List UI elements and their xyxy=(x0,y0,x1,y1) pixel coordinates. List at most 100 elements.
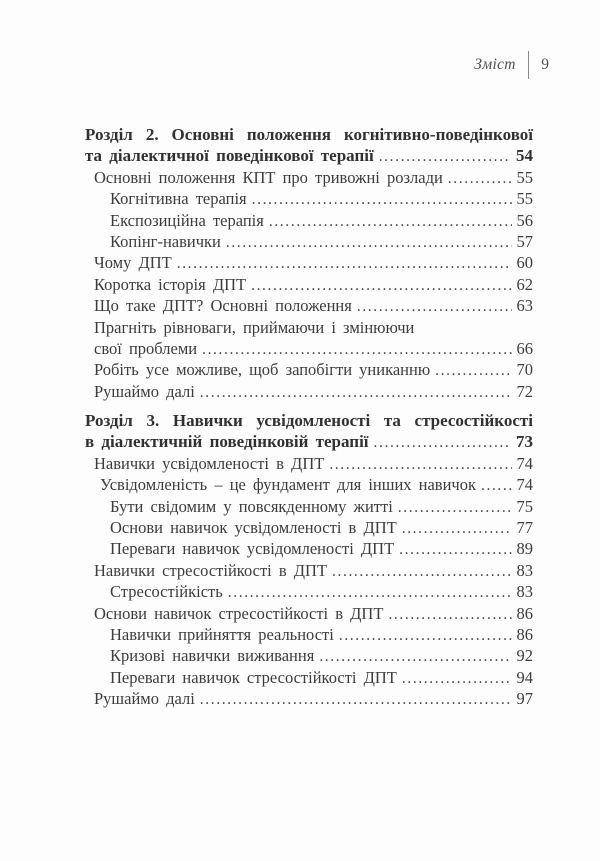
entry-page: 97 xyxy=(516,689,534,709)
entry-page: 60 xyxy=(516,253,534,273)
entry-page: 74 xyxy=(516,453,534,473)
entry-page: 62 xyxy=(516,274,534,294)
toc-entry: Що таке ДПТ? Основні положення .........… xyxy=(85,295,533,316)
entry-text: Рушаймо далі xyxy=(94,381,195,401)
dot-leader: ........................................… xyxy=(176,255,512,273)
chapter-heading-line: Розділ 3. Навички усвідомленості та стре… xyxy=(85,411,533,431)
entry-text: Переваги навичок стресостійкості ДПТ xyxy=(110,667,397,687)
entry-text: Навички прийняття реальності xyxy=(110,624,334,644)
dot-leader: ........................................… xyxy=(356,298,512,316)
entry-text: та діалектичної поведінкової терапії xyxy=(85,146,374,166)
entry-text: Основні положення КПТ про тривожні розла… xyxy=(94,167,443,187)
entry-text: Робіть усе можливе, щоб запобігти уникан… xyxy=(94,360,431,380)
entry-text: Основи навичок усвідомленості в ДПТ xyxy=(110,518,397,538)
dot-leader: ........................................… xyxy=(435,362,512,380)
toc-entry: Навички прийняття реальності ...........… xyxy=(85,624,533,645)
chapter-heading-line: Розділ 2. Основні положення когнітивно-п… xyxy=(85,125,533,144)
entry-text: Копінг-навички xyxy=(110,231,221,251)
dot-leader: ........................................… xyxy=(319,648,512,666)
entry-page: 63 xyxy=(516,296,534,316)
entry-text: Переваги навичок усвідомленості ДПТ xyxy=(110,539,395,559)
toc-entry: Копінг-навички .........................… xyxy=(85,231,533,252)
entry-page: 55 xyxy=(516,167,534,187)
entry-page: 89 xyxy=(516,539,534,559)
entry-page: 77 xyxy=(516,518,534,538)
entry-page: 55 xyxy=(516,189,534,209)
dot-leader: ........................................… xyxy=(225,233,512,251)
entry-text: Чому ДПТ xyxy=(94,253,172,273)
table-of-contents: Розділ 2. Основні положення когнітивно-п… xyxy=(85,124,533,710)
toc-entry: Кризові навички виживання ..............… xyxy=(85,645,533,666)
entry-text: Рушаймо далі xyxy=(94,689,195,709)
toc-entry: Коротка історія ДПТ ....................… xyxy=(85,274,533,295)
entry-text: Експозиційна терапія xyxy=(110,210,264,230)
dot-leader: ........................................… xyxy=(481,477,512,495)
entry-page: 74 xyxy=(516,475,534,495)
entry-page: 92 xyxy=(516,646,534,666)
toc-entry: Стресостійкість ........................… xyxy=(85,581,533,602)
entry-text: Основи навичок стресостійкості в ДПТ xyxy=(94,603,384,623)
dot-leader: ........................................… xyxy=(332,562,511,580)
toc-entry: Рушаймо далі ...........................… xyxy=(85,381,533,402)
toc-entry: Основні положення КПТ про тривожні розла… xyxy=(85,167,533,188)
entry-text: в діалектичній поведінковій терапії xyxy=(85,432,369,452)
dot-leader: ........................................… xyxy=(199,383,512,401)
page-number: 9 xyxy=(541,56,549,73)
toc-entry: Навички усвідомленості в ДПТ ...........… xyxy=(85,453,533,474)
entry-page: 70 xyxy=(516,360,534,380)
entry-page: 75 xyxy=(516,496,534,516)
entry-text: Що таке ДПТ? Основні положення xyxy=(94,296,352,316)
entry-page: 66 xyxy=(516,338,534,358)
entry-page: 83 xyxy=(516,560,534,580)
entry-page: 73 xyxy=(516,432,533,452)
toc-entry: Основи навичок стресостійкості в ДПТ ...… xyxy=(85,603,533,624)
toc-entry: Основи навичок усвідомленості в ДПТ ....… xyxy=(85,517,533,538)
dot-leader: ........................................… xyxy=(401,669,512,687)
toc-entry: Чому ДПТ ...............................… xyxy=(85,252,533,273)
toc-entry: Усвідомленість – це фундамент для інших … xyxy=(85,474,533,495)
toc-entry: Переваги навичок стресостійкості ДПТ ...… xyxy=(85,667,533,688)
chapter-heading-line: в діалектичній поведінковій терапії ....… xyxy=(85,431,533,452)
dot-leader: ........................................… xyxy=(227,584,512,602)
dot-leader: ........................................… xyxy=(202,340,511,358)
dot-leader: ........................................… xyxy=(401,520,512,538)
dot-leader: ........................................… xyxy=(268,212,512,230)
toc-entry: Когнітивна терапія .....................… xyxy=(85,188,533,209)
toc-entry: Переваги навичок усвідомленості ДПТ ....… xyxy=(85,538,533,559)
dot-leader: ........................................… xyxy=(329,455,511,473)
toc-entry: Рушаймо далі ...........................… xyxy=(85,688,533,709)
entry-page: 72 xyxy=(516,381,534,401)
dot-leader: ........................................… xyxy=(397,498,512,516)
running-head-title: Зміст xyxy=(474,56,516,73)
entry-text: Прагніть рівноваги, приймаючи і змінюючи xyxy=(94,317,415,337)
entry-text: свої проблеми xyxy=(94,338,198,358)
toc-entry: Бути свідомим у повсякденному житті ....… xyxy=(85,496,533,517)
chapter-heading-line: та діалектичної поведінкової терапії ...… xyxy=(85,145,533,166)
entry-page: 86 xyxy=(516,603,534,623)
dot-leader: ........................................… xyxy=(251,276,511,294)
entry-text: Усвідомленість – це фундамент для інших … xyxy=(100,475,476,495)
entry-page: 54 xyxy=(516,146,533,166)
toc-entry: Робіть усе можливе, щоб запобігти уникан… xyxy=(85,359,533,380)
entry-page: 83 xyxy=(516,582,534,602)
dot-leader: ........................................… xyxy=(399,541,511,559)
entry-text: Кризові навички виживання xyxy=(110,646,315,666)
entry-page: 56 xyxy=(516,210,534,230)
toc-entry: Навички стресостійкості в ДПТ ..........… xyxy=(85,560,533,581)
entry-text: Навички усвідомленості в ДПТ xyxy=(94,453,325,473)
entry-text: Коротка історія ДПТ xyxy=(94,274,247,294)
running-header: Зміст 9 xyxy=(474,50,549,80)
entry-page: 94 xyxy=(516,667,534,687)
entry-text: Стресостійкість xyxy=(110,582,223,602)
dot-leader: ........................................… xyxy=(447,169,512,187)
toc-entry: свої проблеми ..........................… xyxy=(85,338,533,359)
entry-text: Навички стресостійкості в ДПТ xyxy=(94,560,328,580)
dot-leader: ........................................… xyxy=(373,434,511,452)
header-divider xyxy=(527,51,530,79)
entry-page: 57 xyxy=(516,231,534,251)
chapter-3-entries: Розділ 3. Навички усвідомленості та стре… xyxy=(85,410,533,709)
entry-text: Когнітивна терапія xyxy=(110,189,247,209)
dot-leader: ........................................… xyxy=(338,626,512,644)
dot-leader: ........................................… xyxy=(388,605,511,623)
entry-page: 86 xyxy=(516,624,534,644)
